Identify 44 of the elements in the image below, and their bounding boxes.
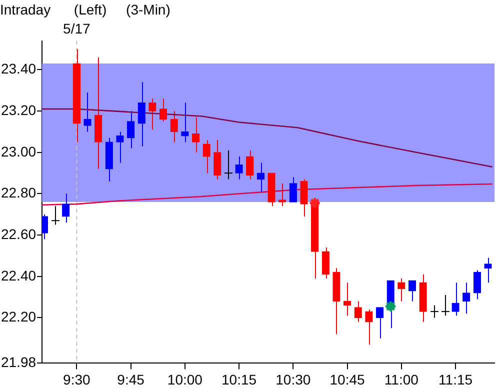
candlestick <box>116 131 124 164</box>
x-tick-label: 10:30 <box>276 371 311 388</box>
x-tick-label: 11:15 <box>438 371 473 388</box>
candlestick <box>398 278 406 302</box>
candlestick <box>452 282 460 316</box>
candlestick <box>51 206 60 226</box>
candlestick <box>365 308 373 346</box>
candlestick <box>430 304 439 318</box>
y-tick-label: 22.60 <box>0 226 36 242</box>
candlestick <box>246 150 254 180</box>
y-tick-label: 22.40 <box>0 267 36 284</box>
candlestick <box>202 140 210 174</box>
candlestick <box>278 182 286 207</box>
candlestick <box>473 270 482 300</box>
x-tick-label: 9:45 <box>117 371 145 388</box>
candlestick <box>214 140 222 180</box>
candlestick <box>462 282 470 314</box>
y-tick-label: 23.40 <box>0 60 36 77</box>
candlestick <box>441 294 450 316</box>
candlestick <box>289 176 297 202</box>
candlestick <box>126 110 135 149</box>
x-tick-label: 10:15 <box>222 371 257 388</box>
candlestick <box>256 162 265 192</box>
x-tick-label: 10:00 <box>167 371 203 388</box>
candlestick <box>192 116 200 153</box>
y-tick-label: 23.20 <box>0 102 36 118</box>
candlestick <box>138 82 146 147</box>
x-tick-label: 9:30 <box>63 371 91 388</box>
candlestick <box>224 150 233 180</box>
candlestick <box>484 257 492 284</box>
y-tick-label: 22.20 <box>0 308 36 325</box>
y-tick-label: 21.98 <box>0 354 36 370</box>
chart-title: Intraday (Left) (3-Min) <box>0 1 170 18</box>
candlestick <box>62 193 70 224</box>
candlestick <box>84 92 92 132</box>
y-tick-label: 22.80 <box>0 184 36 201</box>
candlestick <box>322 246 330 279</box>
candlestick <box>170 110 178 143</box>
candlestick <box>300 178 308 217</box>
text: 5/17 <box>63 20 91 37</box>
candlestick <box>148 98 156 130</box>
x-tick-label: 10:45 <box>330 371 366 388</box>
y-tick-label: 23.00 <box>0 143 36 160</box>
x-tick-label: 11:00 <box>384 371 419 388</box>
